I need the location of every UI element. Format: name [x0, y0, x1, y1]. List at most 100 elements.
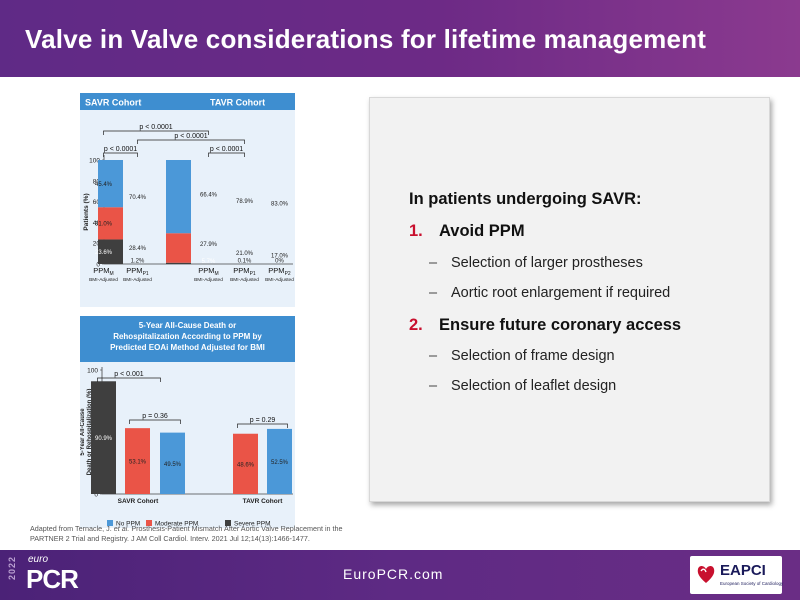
p-value-label: p < 0.0001: [139, 124, 172, 131]
category-caption: BMI-Adjusted: [89, 277, 118, 283]
data-label: 83.0%: [271, 201, 289, 207]
p-value-label: p = 0.29: [250, 417, 276, 424]
data-label: 49.5%: [164, 462, 182, 468]
y-tick-label: 20: [93, 241, 101, 248]
item-avoid-ppm: 1. Avoid PPM: [409, 222, 525, 241]
bar-segment: [166, 233, 191, 263]
legend-label: Moderate PPM: [155, 521, 198, 528]
citation-etal: et al.: [113, 524, 130, 533]
category-label: PPMM: [93, 266, 113, 277]
p-bracket: [129, 419, 181, 424]
data-label: 48.6%: [237, 462, 255, 468]
dash-bullet: –: [429, 255, 438, 271]
category-label: PPMP2: [268, 266, 291, 277]
data-label: 1.2%: [131, 259, 145, 265]
p-value-label: p < 0.001: [114, 371, 143, 378]
category-caption: BMI-Adjusted: [123, 277, 152, 283]
item-coronary-access: 2. Ensure future coronary access: [409, 316, 681, 335]
website-link[interactable]: EuroPCR.com: [343, 566, 444, 582]
category-label: PPMP1: [233, 266, 256, 277]
legend-label: Severe PPM: [234, 521, 271, 528]
data-label: 90.9%: [95, 436, 113, 442]
data-label: 17.0%: [271, 253, 289, 259]
data-label: 70.4%: [129, 195, 147, 201]
eapci-logo: EAPCI European Society of Cardiology: [690, 556, 784, 594]
bar-segment: [166, 262, 191, 264]
sub-item-larger-prostheses: – Selection of larger prostheses: [429, 255, 643, 271]
group-label: TAVR Cohort: [243, 498, 284, 505]
intro-text: In patients undergoing SAVR:: [409, 190, 642, 208]
sub-item-root-enlargement: – Aortic root enlargement if required: [429, 285, 670, 301]
chart-title-line: Rehospitalization According to PPM by: [113, 332, 262, 341]
p-bracket: [103, 130, 209, 135]
logo-euro: euro: [28, 554, 49, 565]
y-axis-label: Patients (%): [83, 193, 90, 230]
data-label: 21.0%: [236, 251, 254, 257]
y-tick-label: 60: [93, 199, 101, 206]
y-tick-label: 40: [93, 220, 101, 227]
y-axis-label-line: 5-Year All-Cause: [80, 408, 86, 456]
y-tick-label: 80: [93, 178, 101, 185]
p-value-label: p < 0.0001: [210, 146, 243, 153]
legend-swatch: [107, 520, 113, 526]
p-bracket: [237, 423, 288, 428]
data-label: 28.4%: [129, 246, 147, 252]
bar-segment: [98, 207, 123, 240]
chart-title-line: Predicted EOAi Method Adjusted for BMI: [110, 343, 265, 352]
footer-bar: 2022 euro PCR EuroPCR.com EAPCI European…: [0, 550, 800, 600]
sub-item-frame-design: – Selection of frame design: [429, 348, 615, 364]
data-label: 53.1%: [129, 460, 147, 466]
citation-prefix: Adapted from Ternacle, J.: [30, 524, 114, 533]
citation: Adapted from Ternacle, J. et al. Prosthe…: [30, 524, 370, 544]
item-number: 1.: [409, 222, 423, 240]
y-axis-label-line: Death or Rehospitalization (%): [87, 389, 93, 476]
category-caption: BMI-Adjusted: [194, 277, 223, 283]
chart-title-line: 5-Year All-Cause Death or: [139, 321, 237, 330]
y-tick-label: 100: [89, 158, 100, 165]
eapci-subtitle: European Society of Cardiology: [720, 581, 784, 586]
eapci-name: EAPCI: [720, 562, 766, 579]
data-label: 0.1%: [238, 259, 252, 265]
citation-rest: Prosthesis-Patient Mismatch After Aortic…: [30, 524, 343, 543]
header-left-label: SAVR Cohort: [85, 98, 141, 108]
death-rehospitalization-chart: 5-Year All-Cause Death or Rehospitalizati…: [80, 316, 295, 528]
item-label: Avoid PPM: [439, 222, 525, 240]
death-rehospitalization-svg: 5-Year All-Cause Death or Rehospitalizati…: [80, 316, 295, 528]
data-label: 52.5%: [271, 460, 289, 466]
p-bracket: [208, 152, 245, 157]
logo-pcr: PCR: [26, 564, 79, 594]
category-label: PPMP1: [126, 266, 149, 277]
y-tick-label: 100: [87, 368, 98, 375]
category-caption: BMI-Adjusted: [265, 277, 294, 283]
category-caption: BMI-Adjusted: [230, 277, 259, 283]
key-points-box: In patients undergoing SAVR: 1. Avoid PPM…: [369, 97, 770, 502]
data-label: 27.9%: [200, 242, 218, 248]
data-label: 66.4%: [200, 193, 218, 199]
ppm-incidence-chart: SAVR Cohort TAVR Cohort 0 20 40 60 80 100 Patien…: [80, 93, 475, 307]
sub-item-label: Selection of leaflet design: [451, 378, 617, 394]
legend-swatch: [225, 520, 231, 526]
data-label: 23.6%: [95, 250, 113, 256]
bar: [233, 433, 258, 494]
bar-segment: [98, 239, 123, 264]
sub-item-label: Selection of larger prostheses: [451, 255, 643, 271]
data-label: 5.7%: [202, 259, 216, 265]
data-label: 0%: [275, 259, 284, 265]
sub-item-label: Selection of frame design: [451, 348, 615, 364]
ppm-incidence-svg: SAVR Cohort TAVR Cohort 0 20 40 60 80 100 Patien…: [80, 93, 475, 307]
bar: [91, 381, 116, 494]
sub-item-label: Aortic root enlargement if required: [451, 285, 671, 301]
chart-header: [80, 316, 295, 362]
item-number: 2.: [409, 316, 423, 334]
dash-bullet: –: [429, 378, 438, 394]
data-label: 78.9%: [236, 199, 254, 205]
p-value-label: p < 0.0001: [104, 146, 137, 153]
p-value-label: p < 0.0001: [174, 133, 207, 140]
heart-icon: [697, 566, 715, 583]
dash-bullet: –: [429, 348, 438, 364]
y-tick-label: 0: [96, 262, 100, 269]
category-label: PPMM: [198, 266, 218, 277]
bar: [267, 428, 292, 494]
data-label: 45.4%: [95, 182, 113, 188]
slide-title: Valve in Valve considerations for lifeti…: [25, 24, 707, 54]
